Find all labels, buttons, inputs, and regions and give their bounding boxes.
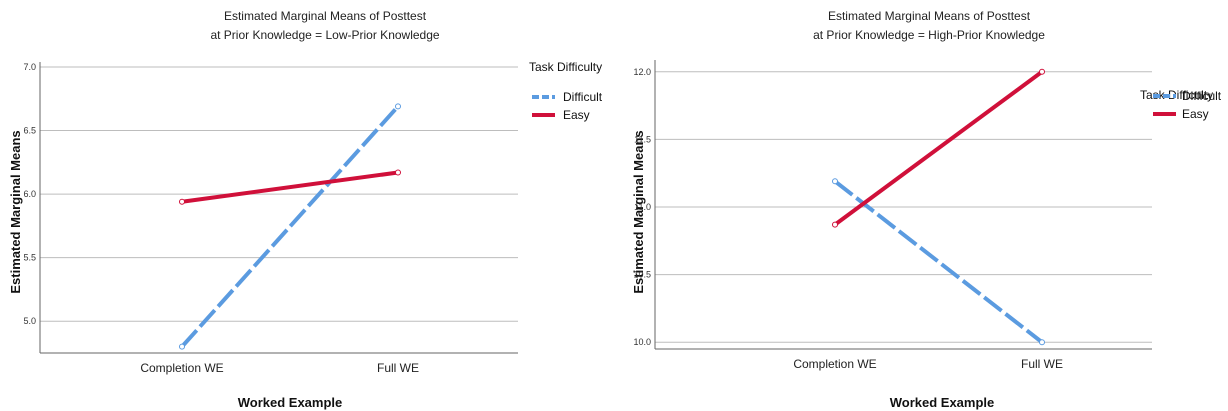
data-point-difficult <box>395 103 401 110</box>
x-tick-label: Completion WE <box>140 361 223 375</box>
data-point-easy <box>179 198 185 205</box>
x-axis-title: Worked Example <box>890 395 995 410</box>
y-tick-label: 12.0 <box>633 67 651 77</box>
data-point-easy <box>1039 68 1045 75</box>
data-point-difficult <box>832 178 838 185</box>
legend-label-easy: Easy <box>1182 107 1209 121</box>
series-line-easy <box>833 70 1044 227</box>
y-axis-title: Estimated Marginal Means <box>8 130 23 293</box>
y-tick-label: 10.0 <box>633 337 651 347</box>
y-axis-title: Estimated Marginal Means <box>631 130 646 293</box>
chart-high-prior-knowledge: Estimated Marginal Means of Posttest at … <box>631 9 1222 410</box>
legend-label-difficult: Difficult <box>1182 89 1222 103</box>
y-tick-label: 11.5 <box>634 134 651 144</box>
data-point-difficult <box>1039 339 1045 346</box>
series-line-difficult <box>180 105 400 348</box>
chart-panel-high-prior-knowledge: Estimated Marginal Means of Posttest at … <box>612 0 1228 411</box>
data-point-difficult <box>179 343 185 350</box>
series-line-difficult <box>833 179 1044 344</box>
chart-title-line-1: Estimated Marginal Means of Posttest <box>224 9 427 23</box>
y-tick-label: 10.5 <box>633 270 651 280</box>
data-point-easy <box>832 221 838 228</box>
x-axis-title: Worked Example <box>238 395 343 410</box>
legend-label-difficult: Difficult <box>563 90 603 104</box>
series-line-easy <box>181 170 399 204</box>
chart-panel-low-prior-knowledge: Estimated Marginal Means of Posttest at … <box>0 0 610 411</box>
chart-title-line-2: at Prior Knowledge = High-Prior Knowledg… <box>813 28 1045 42</box>
chart-title-line-2: at Prior Knowledge = Low-Prior Knowledge <box>210 28 439 42</box>
chart-title-line-1: Estimated Marginal Means of Posttest <box>828 9 1031 23</box>
legend-label-easy: Easy <box>563 108 590 122</box>
y-tick-label: 6.5 <box>23 126 36 136</box>
y-tick-label: 5.0 <box>23 316 36 326</box>
x-tick-label: Full WE <box>1021 357 1063 371</box>
y-tick-label: 7.0 <box>23 62 36 72</box>
x-tick-label: Full WE <box>377 361 419 375</box>
y-tick-label: 6.0 <box>23 189 36 199</box>
chart-low-prior-knowledge: Estimated Marginal Means of Posttest at … <box>8 9 603 410</box>
data-point-easy <box>395 169 401 176</box>
y-tick-label: 11.0 <box>634 202 651 212</box>
legend-title: Task Difficulty <box>529 60 602 74</box>
x-tick-label: Completion WE <box>793 357 876 371</box>
legend-title: Task Difficulty <box>1140 88 1213 102</box>
y-tick-label: 5.5 <box>23 253 36 263</box>
